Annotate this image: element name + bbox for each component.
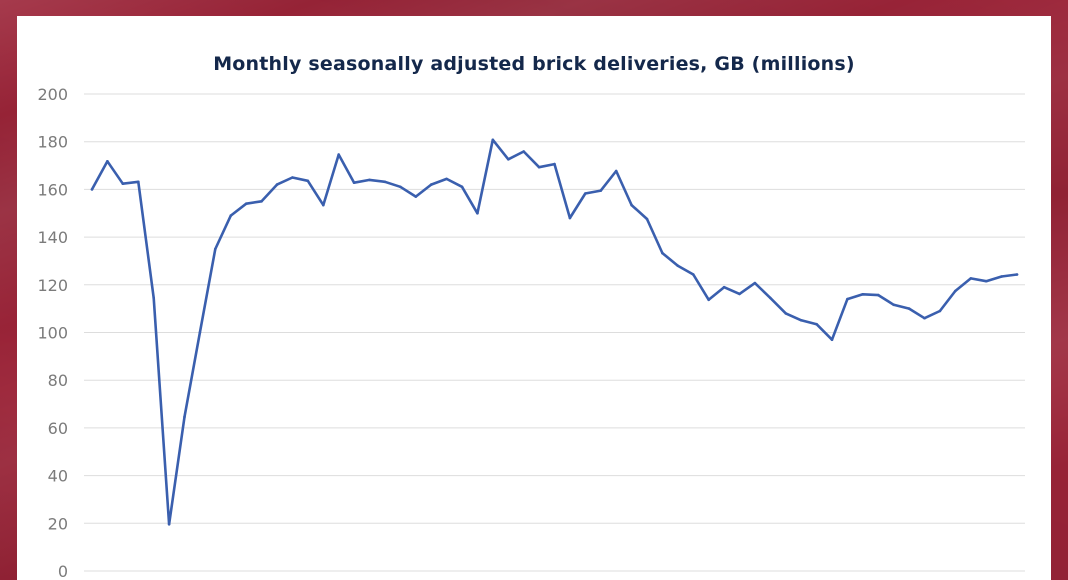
chart-title: Monthly seasonally adjusted brick delive… — [213, 53, 855, 75]
data-point — [167, 523, 171, 526]
y-tick-label-140: 140 — [37, 228, 68, 247]
data-point — [183, 415, 186, 419]
data-point — [522, 150, 525, 153]
data-point — [784, 312, 788, 315]
data-point — [537, 165, 541, 169]
data-point — [198, 331, 202, 334]
data-point — [877, 293, 880, 297]
data-point — [352, 181, 356, 184]
data-point — [275, 183, 279, 186]
data-point — [460, 185, 464, 189]
y-tick-label-180: 180 — [37, 133, 68, 152]
data-point — [892, 303, 895, 307]
data-point — [291, 176, 294, 179]
data-point — [414, 195, 418, 198]
data-point — [476, 212, 479, 215]
data-point — [599, 189, 603, 192]
data-point — [429, 183, 433, 186]
chart-card — [17, 16, 1051, 580]
data-point — [507, 158, 510, 161]
data-point — [769, 296, 772, 300]
data-point — [152, 296, 155, 300]
data-point — [306, 179, 310, 183]
data-point — [692, 273, 695, 276]
data-point — [568, 216, 572, 220]
data-point — [322, 203, 325, 207]
y-tick-label-0: 0 — [58, 562, 68, 580]
data-point — [229, 214, 233, 217]
data-point — [614, 169, 618, 173]
data-point — [984, 279, 988, 283]
data-point — [969, 277, 973, 280]
data-point — [491, 138, 495, 142]
data-point — [630, 203, 633, 207]
data-point — [722, 285, 726, 289]
data-point — [645, 217, 649, 221]
data-point — [383, 180, 387, 184]
data-point — [106, 160, 109, 163]
data-point — [676, 264, 680, 268]
y-tick-label-200: 200 — [37, 85, 68, 104]
data-point — [954, 289, 957, 293]
y-tick-label-120: 120 — [37, 276, 68, 295]
data-point — [337, 153, 341, 156]
y-tick-label-160: 160 — [37, 180, 68, 199]
data-point — [260, 200, 263, 203]
data-point — [707, 298, 710, 302]
data-point — [830, 338, 834, 342]
data-point — [445, 177, 448, 181]
data-point — [137, 180, 140, 184]
y-tick-label-20: 20 — [48, 514, 68, 533]
y-axis-tick-labels: 0 20 40 60 80 100 120 140 160 180 200 — [37, 85, 68, 580]
data-point — [1015, 273, 1019, 276]
data-point — [584, 192, 587, 195]
data-point — [399, 185, 402, 189]
data-point — [661, 251, 664, 255]
data-point — [121, 182, 125, 185]
data-point — [753, 281, 757, 285]
y-tick-label-40: 40 — [48, 467, 68, 486]
y-tick-label-60: 60 — [48, 419, 68, 438]
data-point — [846, 297, 849, 301]
series-layer — [90, 138, 1019, 526]
data-point — [553, 162, 556, 166]
data-point — [938, 309, 942, 313]
y-tick-label-100: 100 — [37, 324, 68, 343]
data-point — [368, 178, 371, 182]
data-point — [244, 202, 248, 205]
data-point — [738, 292, 741, 296]
data-point — [1000, 275, 1003, 278]
data-point — [90, 188, 94, 191]
y-tick-label-80: 80 — [48, 371, 68, 390]
data-point — [861, 293, 865, 296]
data-point — [214, 247, 217, 251]
data-point — [923, 316, 926, 320]
data-point — [799, 319, 803, 322]
data-point — [907, 307, 911, 310]
data-point — [815, 322, 818, 326]
gridlines — [84, 93, 1025, 572]
